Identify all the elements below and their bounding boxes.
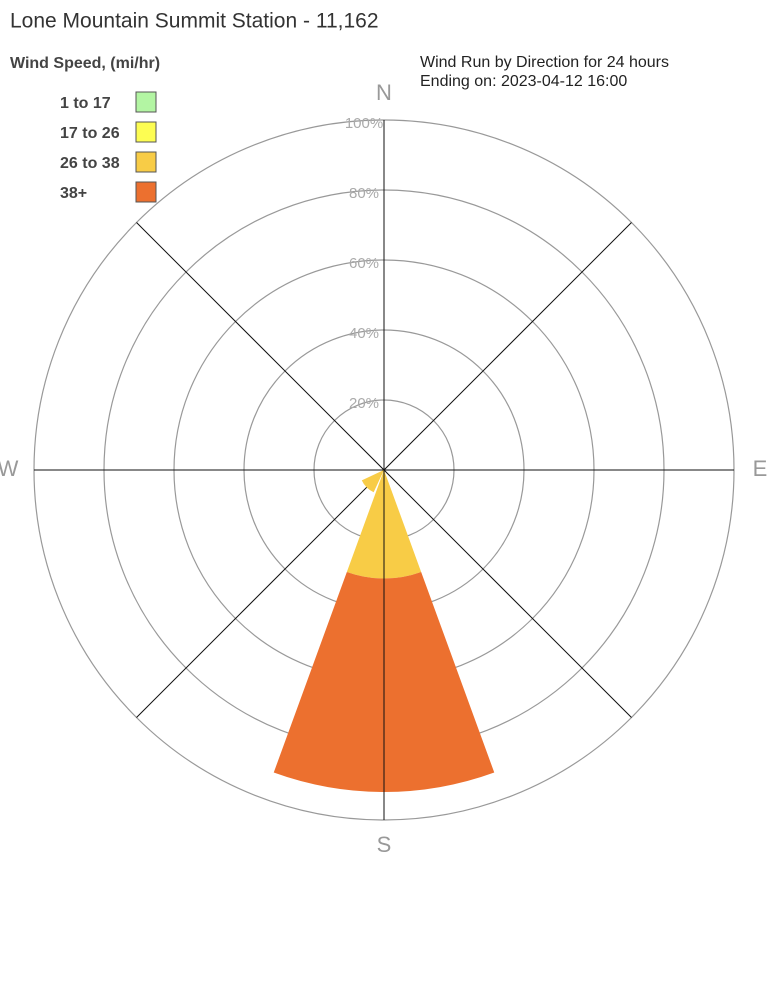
r-tick-label: 80% [349, 185, 379, 202]
r-tick-label: 40% [349, 325, 379, 342]
subtitle: Ending on: 2023-04-12 16:00 [420, 73, 627, 90]
subtitle: Wind Run by Direction for 24 hours [420, 54, 669, 71]
legend-swatch [135, 91, 157, 113]
legend-swatch [135, 181, 157, 203]
legend-label: 26 to 38 [60, 155, 120, 172]
direction-label: E [753, 456, 768, 481]
direction-label: W [0, 456, 19, 481]
legend-label: 17 to 26 [60, 125, 120, 142]
r-tick-label: 60% [349, 255, 379, 272]
r-tick-label: 20% [349, 395, 379, 412]
legend-swatch [135, 151, 157, 173]
wedge [361, 470, 384, 493]
chart-title: Lone Mountain Summit Station - 11,162 [10, 10, 379, 33]
direction-label: S [377, 832, 392, 857]
legend-swatch [135, 121, 157, 143]
r-tick-label: 100% [345, 115, 383, 132]
legend-label: 1 to 17 [60, 95, 111, 112]
legend-title: Wind Speed, (mi/hr) [10, 55, 160, 72]
direction-label: N [376, 80, 392, 105]
legend-label: 38+ [60, 185, 87, 202]
